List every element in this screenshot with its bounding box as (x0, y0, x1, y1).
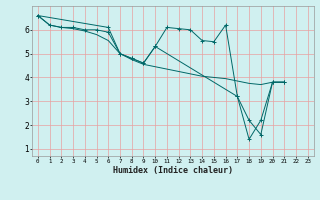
X-axis label: Humidex (Indice chaleur): Humidex (Indice chaleur) (113, 166, 233, 175)
